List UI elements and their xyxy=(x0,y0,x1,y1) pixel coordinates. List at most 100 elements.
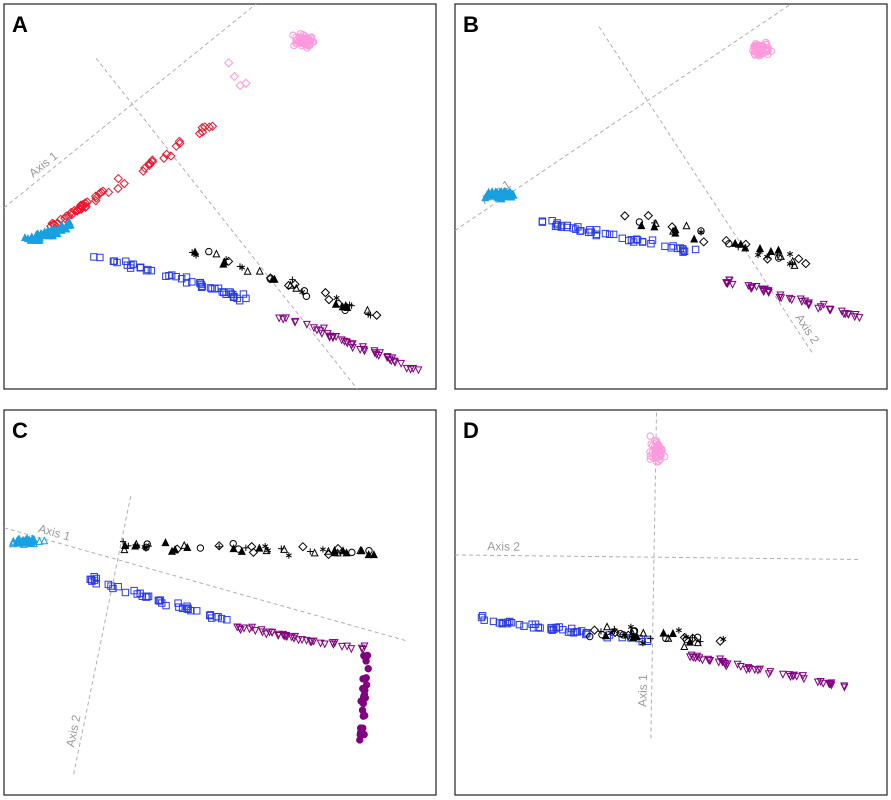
data-point xyxy=(639,628,648,637)
data-point xyxy=(774,245,783,254)
data-point xyxy=(652,451,660,459)
data-point xyxy=(357,644,366,653)
data-point xyxy=(619,631,627,639)
data-point xyxy=(409,364,418,373)
data-point xyxy=(669,242,677,250)
data-point xyxy=(182,273,191,281)
data-point xyxy=(359,699,368,708)
data-point xyxy=(243,266,252,275)
data-point xyxy=(586,226,594,234)
data-point xyxy=(245,625,254,634)
data-point xyxy=(279,315,288,324)
panel-frame xyxy=(454,3,888,390)
data-point xyxy=(246,541,257,552)
axis-line-1 xyxy=(455,554,859,560)
data-point xyxy=(278,545,285,552)
data-point xyxy=(630,627,639,635)
data-point xyxy=(207,121,218,131)
cluster-3 xyxy=(538,216,700,256)
data-point xyxy=(372,350,381,359)
data-point xyxy=(632,235,641,243)
data-point xyxy=(744,282,753,291)
data-point xyxy=(113,183,123,194)
data-point xyxy=(365,547,373,555)
data-point xyxy=(503,618,512,626)
data-point xyxy=(184,604,192,612)
data-point xyxy=(714,658,723,667)
data-point xyxy=(477,613,486,622)
data-point xyxy=(662,634,670,643)
axis-label: Axis 2 xyxy=(487,539,520,553)
data-point xyxy=(675,627,682,634)
data-point xyxy=(489,617,498,626)
data-point xyxy=(571,225,580,233)
data-point xyxy=(358,343,367,352)
data-point xyxy=(177,275,186,283)
data-point xyxy=(816,677,825,686)
data-point xyxy=(114,582,122,591)
cluster-4 xyxy=(233,623,369,654)
data-point xyxy=(801,258,811,269)
data-point xyxy=(138,592,146,600)
data-point xyxy=(693,638,702,647)
data-point xyxy=(320,287,331,298)
data-point xyxy=(360,730,368,739)
data-point xyxy=(205,247,213,256)
data-point xyxy=(166,151,176,161)
data-point xyxy=(274,631,283,640)
data-point xyxy=(478,612,487,620)
data-point xyxy=(174,136,185,147)
data-point xyxy=(214,284,223,292)
data-point xyxy=(35,536,44,545)
data-point xyxy=(728,280,737,289)
data-point xyxy=(183,602,191,610)
data-point xyxy=(605,230,614,239)
data-point xyxy=(154,596,163,605)
data-point xyxy=(293,35,302,43)
cluster-2 xyxy=(119,538,378,560)
data-point xyxy=(764,670,773,679)
data-point xyxy=(481,193,490,202)
data-point xyxy=(305,36,313,44)
data-point xyxy=(223,616,231,624)
data-point xyxy=(680,642,689,651)
data-point xyxy=(650,219,658,227)
data-point xyxy=(285,552,292,559)
data-point xyxy=(721,235,731,246)
data-point xyxy=(205,611,214,620)
data-point xyxy=(172,544,182,554)
data-point xyxy=(211,285,219,293)
data-point xyxy=(337,642,347,651)
data-point xyxy=(371,310,382,320)
data-point xyxy=(120,541,130,550)
data-point xyxy=(356,546,365,555)
data-point xyxy=(685,637,694,646)
data-point xyxy=(324,546,333,555)
panel-label: B xyxy=(463,12,479,37)
data-point xyxy=(220,288,228,297)
data-point xyxy=(23,234,32,243)
data-point xyxy=(265,628,274,637)
data-point xyxy=(223,58,234,68)
panel-d: Axis 2 Axis 1 D xyxy=(454,409,888,796)
data-point xyxy=(797,297,806,306)
data-point xyxy=(237,546,246,555)
data-point xyxy=(499,618,507,627)
data-point xyxy=(196,544,205,552)
axis-line-2 xyxy=(598,26,813,354)
data-point xyxy=(494,193,503,202)
data-point xyxy=(609,230,618,239)
data-point xyxy=(193,607,201,615)
data-point xyxy=(291,632,300,641)
data-point xyxy=(688,633,698,643)
cluster-1 xyxy=(289,30,318,52)
data-point xyxy=(291,317,300,326)
data-point xyxy=(155,597,164,605)
data-point xyxy=(348,344,357,353)
data-point xyxy=(360,652,368,660)
data-point xyxy=(632,632,641,641)
data-point xyxy=(785,294,794,303)
